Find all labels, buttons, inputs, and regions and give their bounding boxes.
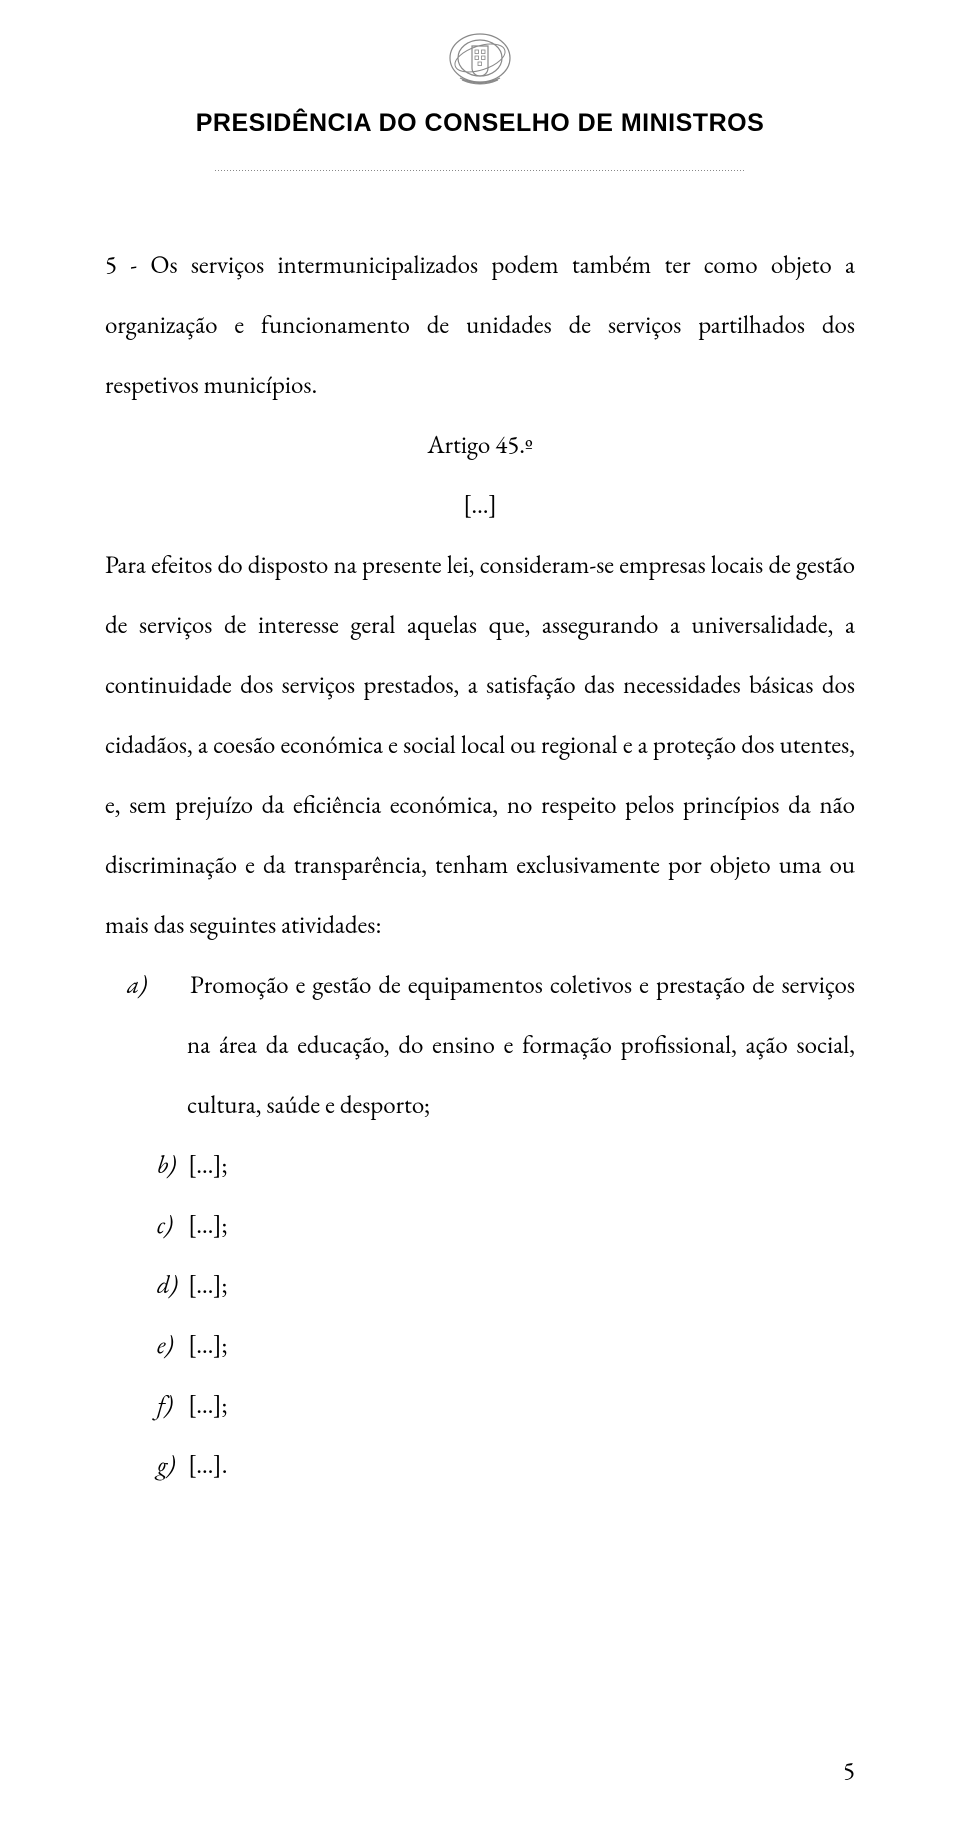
- list-item-d: d) […];: [157, 1255, 855, 1315]
- ellipsis-marker: […]: [105, 475, 855, 535]
- list-marker: g): [157, 1435, 183, 1495]
- document-heading: PRESIDÊNCIA DO CONSELHO DE MINISTROS: [105, 109, 855, 138]
- enumerated-list: a) Promoção e gestão de equipamentos col…: [105, 955, 855, 1495]
- paragraph-main: Para efeitos do disposto na presente lei…: [105, 535, 855, 955]
- paragraph-5: 5 - Os serviços intermunicipalizados pod…: [105, 235, 855, 415]
- list-marker: c): [157, 1195, 183, 1255]
- list-marker: d): [157, 1255, 183, 1315]
- list-text: Promoção e gestão de equipamentos coleti…: [183, 969, 855, 1121]
- list-text: […];: [183, 1329, 227, 1361]
- list-marker: e): [157, 1315, 183, 1375]
- list-item-c: c) […];: [157, 1195, 855, 1255]
- list-text: […];: [183, 1269, 227, 1301]
- list-text: […];: [183, 1389, 227, 1421]
- list-item-b: b) […];: [157, 1135, 855, 1195]
- separator-line: [105, 170, 855, 171]
- list-item-f: f) […];: [157, 1375, 855, 1435]
- list-marker: a): [157, 955, 183, 1015]
- national-emblem: [105, 20, 855, 91]
- list-item-e: e) […];: [157, 1315, 855, 1375]
- list-marker: b): [157, 1135, 183, 1195]
- page-number: 5: [843, 1755, 855, 1787]
- list-marker: f): [157, 1375, 183, 1435]
- article-label: Artigo 45.º: [105, 415, 855, 475]
- list-text: […];: [183, 1149, 227, 1181]
- list-text: […].: [183, 1449, 227, 1481]
- list-item-a: a) Promoção e gestão de equipamentos col…: [157, 955, 855, 1135]
- list-text: […];: [183, 1209, 227, 1241]
- list-item-g: g) […].: [157, 1435, 855, 1495]
